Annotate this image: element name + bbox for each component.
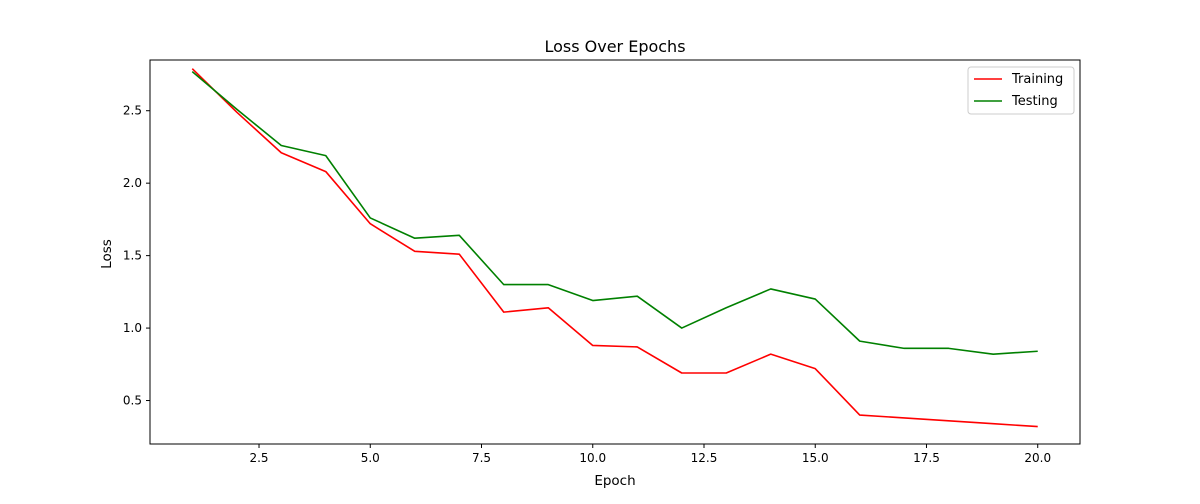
- y-tick-label: 2.5: [123, 104, 142, 118]
- legend-label-testing: Testing: [1011, 94, 1058, 109]
- legend-label-training: Training: [1011, 72, 1063, 87]
- chart-title: Loss Over Epochs: [544, 37, 685, 56]
- x-axis-label: Epoch: [594, 473, 635, 489]
- y-tick-label: 1.0: [123, 321, 142, 335]
- x-tick-label: 7.5: [472, 451, 491, 465]
- series-line-testing: [191, 70, 1038, 355]
- y-tick-label: 1.5: [123, 249, 142, 263]
- x-tick-label: 12.5: [691, 451, 718, 465]
- x-tick-label: 5.0: [361, 451, 380, 465]
- x-tick-label: 10.0: [579, 451, 606, 465]
- plot-area: 2.5 5.0 7.5 10.0 12.5 15.0 17.5 20.0 0.5 1.0 1.5 2.…: [123, 59, 1081, 465]
- y-tick-label: 2.0: [123, 176, 142, 190]
- x-tick-label: 2.5: [249, 451, 268, 465]
- x-tick-label: 15.0: [802, 451, 829, 465]
- x-tick-label: 17.5: [913, 451, 940, 465]
- series-line-training: [191, 68, 1038, 428]
- y-axis-label: Loss: [99, 239, 115, 269]
- x-tick-label: 20.0: [1024, 451, 1051, 465]
- y-tick-label: 0.5: [123, 394, 142, 408]
- axes-frame: [149, 59, 1081, 445]
